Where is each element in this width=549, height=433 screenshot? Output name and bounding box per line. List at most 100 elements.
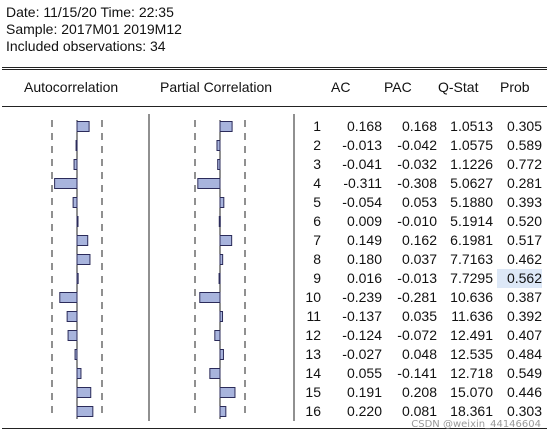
qstat-cell: 5.1880: [450, 194, 493, 210]
pac-bar: [218, 216, 221, 227]
pac-bar: [217, 159, 221, 170]
ac-bar: [76, 235, 89, 246]
top-rule-double: [2, 69, 547, 70]
ac-header: AC: [331, 79, 351, 95]
pac-bar: [219, 254, 224, 265]
lag-cell: 2: [313, 137, 321, 153]
qstat-cell: 12.491: [450, 327, 493, 343]
column-headers: Autocorrelation Partial Correlation AC P…: [0, 70, 549, 106]
qstat-cell: 12.535: [450, 346, 493, 362]
sample-line: Sample: 2017M01 2019M12: [6, 21, 182, 37]
prob-cell: 0.517: [506, 232, 542, 248]
ac-cell: 0.055: [346, 365, 382, 381]
pac-cell: -0.010: [397, 213, 437, 229]
pac-bar: [219, 349, 224, 360]
pac-cell: 0.037: [401, 251, 437, 267]
table-row: 13 -0.027 0.048 12.535 0.484: [300, 345, 546, 364]
prob-cell: 0.484: [506, 346, 542, 362]
ac-cell: 0.180: [346, 251, 382, 267]
prob-cell: 0.387: [506, 289, 542, 305]
prob-cell: 0.462: [506, 251, 542, 267]
lag-cell: 6: [313, 213, 321, 229]
prob-cell: 0.305: [506, 118, 542, 134]
table-row: 16 0.220 0.081 18.361 0.303: [300, 402, 546, 421]
pac-bar: [219, 197, 225, 208]
qstat-cell: 1.1226: [450, 156, 493, 172]
ac-bar: [74, 349, 78, 360]
qstat-cell: 18.361: [450, 403, 493, 419]
lag-cell: 3: [313, 156, 321, 172]
table-row: 9 0.016 -0.013 7.7295 0.562: [300, 269, 546, 288]
pac-bar: [209, 368, 221, 379]
ac-cell: 0.191: [346, 384, 382, 400]
qstat-cell: 5.1914: [450, 213, 493, 229]
lag-cell: 5: [313, 194, 321, 210]
header-rule: [2, 106, 547, 107]
ac-cell: -0.041: [342, 156, 382, 172]
ac-bar: [76, 254, 91, 265]
qstat-header: Q-Stat: [438, 79, 479, 95]
table-row: 12 -0.124 -0.072 12.491 0.407: [300, 326, 546, 345]
pac-bar: [197, 178, 221, 189]
prob-cell: 0.392: [506, 308, 542, 324]
bottom-rule: [2, 428, 547, 429]
ac-bar: [76, 368, 82, 379]
qstat-cell: 5.0627: [450, 175, 493, 191]
lag-cell: 14: [305, 365, 321, 381]
lag-cell: 12: [305, 327, 321, 343]
ac-bar: [76, 406, 94, 417]
pac-bar: [218, 273, 221, 284]
qstat-cell: 7.7295: [450, 270, 493, 286]
pac-cell: 0.048: [401, 346, 437, 362]
lag-cell: 16: [305, 403, 321, 419]
autocorrelation-header: Autocorrelation: [24, 79, 119, 95]
qstat-cell: 1.0513: [450, 118, 493, 134]
ac-bar: [76, 387, 92, 398]
pac-cell: 0.208: [401, 384, 437, 400]
prob-cell: 0.562: [497, 269, 542, 288]
lag-cell: 7: [313, 232, 321, 248]
pac-header: PAC: [384, 79, 412, 95]
ac-bar: [59, 292, 78, 303]
prob-cell: 0.520: [506, 213, 542, 229]
qstat-cell: 11.636: [451, 308, 493, 324]
table-row: 3 -0.041 -0.032 1.1226 0.772: [300, 155, 546, 174]
pac-bar: [219, 311, 224, 322]
pac-bar: [219, 387, 236, 398]
output-header: Date: 11/15/20 Time: 22:35 Sample: 2017M…: [6, 4, 182, 55]
ac-cell: -0.124: [342, 327, 382, 343]
ac-cell: -0.027: [342, 346, 382, 362]
prob-cell: 0.772: [506, 156, 542, 172]
lag-cell: 15: [305, 384, 321, 400]
ac-bar: [76, 273, 79, 284]
observations-line: Included observations: 34: [6, 38, 166, 54]
pac-cell: -0.141: [397, 365, 437, 381]
ac-cell: -0.013: [342, 137, 382, 153]
ac-bar: [76, 121, 90, 132]
ac-cell: -0.137: [342, 308, 382, 324]
pac-cell: -0.281: [397, 289, 437, 305]
prob-cell: 0.549: [506, 365, 542, 381]
lag-cell: 1: [313, 118, 321, 134]
qstat-cell: 15.070: [450, 384, 493, 400]
qstat-cell: 7.7163: [450, 251, 493, 267]
ac-bar: [67, 330, 78, 341]
prob-cell: 0.446: [506, 384, 542, 400]
ac-bar: [66, 311, 78, 322]
ac-cell: 0.016: [346, 270, 382, 286]
ac-cell: 0.168: [346, 118, 382, 134]
pac-bar: [216, 140, 221, 151]
pac-bar: [219, 235, 233, 246]
lag-cell: 11: [306, 308, 321, 324]
lag-cell: 10: [305, 289, 321, 305]
prob-cell: 0.281: [506, 175, 542, 191]
table-row: 1 0.168 0.168 1.0513 0.305: [300, 117, 546, 136]
watermark: CSDN @weixin_44146604: [411, 419, 541, 430]
table-row: 5 -0.054 0.053 5.1880 0.393: [300, 193, 546, 212]
ac-cell: -0.311: [343, 175, 382, 191]
pac-cell: -0.032: [397, 156, 437, 172]
qstat-cell: 1.0575: [450, 137, 493, 153]
table-row: 14 0.055 -0.141 12.718 0.549: [300, 364, 546, 383]
lag-cell: 13: [305, 346, 321, 362]
